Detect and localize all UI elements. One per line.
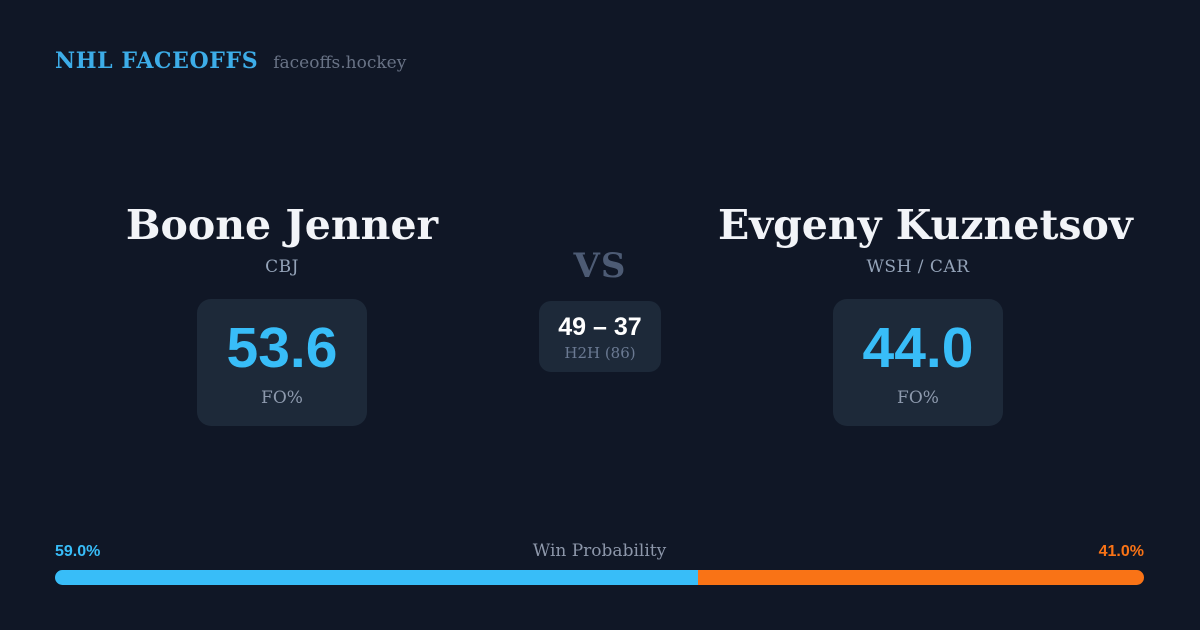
win-probability-right-pct: 41.0% [1098,543,1144,560]
win-probability-section: 59.0% Win Probability 41.0% [55,541,1144,585]
h2h-card: 49 – 37 H2H (86) [539,301,661,372]
header: NHL FACEOFFS faceoffs.hockey [55,48,406,74]
center-section: VS 49 – 37 H2H (86) [500,246,700,372]
win-probability-bar-left [55,570,698,585]
h2h-score: 49 – 37 [558,313,642,342]
player-left-name: Boone Jenner [125,201,439,249]
player-left-fo-value: 53.6 [226,316,338,381]
vs-label: VS [573,246,627,286]
win-probability-title: Win Probability [532,541,667,561]
player-left-team: CBJ [265,257,299,278]
player-right-stat-card: 44.0 FO% [832,299,1004,426]
h2h-label: H2H (86) [564,343,636,362]
player-right-fo-value: 44.0 [862,316,974,381]
player-left-section: Boone Jenner CBJ 53.6 FO% [82,201,482,426]
player-right-fo-label: FO% [897,387,939,408]
win-probability-bar [55,570,1144,585]
site-url: faceoffs.hockey [273,53,407,73]
player-right-section: Evgeny Kuznetsov WSH / CAR 44.0 FO% [718,201,1133,426]
player-right-team: WSH / CAR [866,257,970,278]
win-probability-bar-right [697,570,1144,585]
player-right-name: Evgeny Kuznetsov [718,201,1133,249]
win-probability-labels: 59.0% Win Probability 41.0% [55,541,1144,561]
player-left-stat-card: 53.6 FO% [196,299,368,426]
brand-title: NHL FACEOFFS [55,48,259,74]
player-left-fo-label: FO% [261,387,303,408]
win-probability-left-pct: 59.0% [55,543,101,560]
